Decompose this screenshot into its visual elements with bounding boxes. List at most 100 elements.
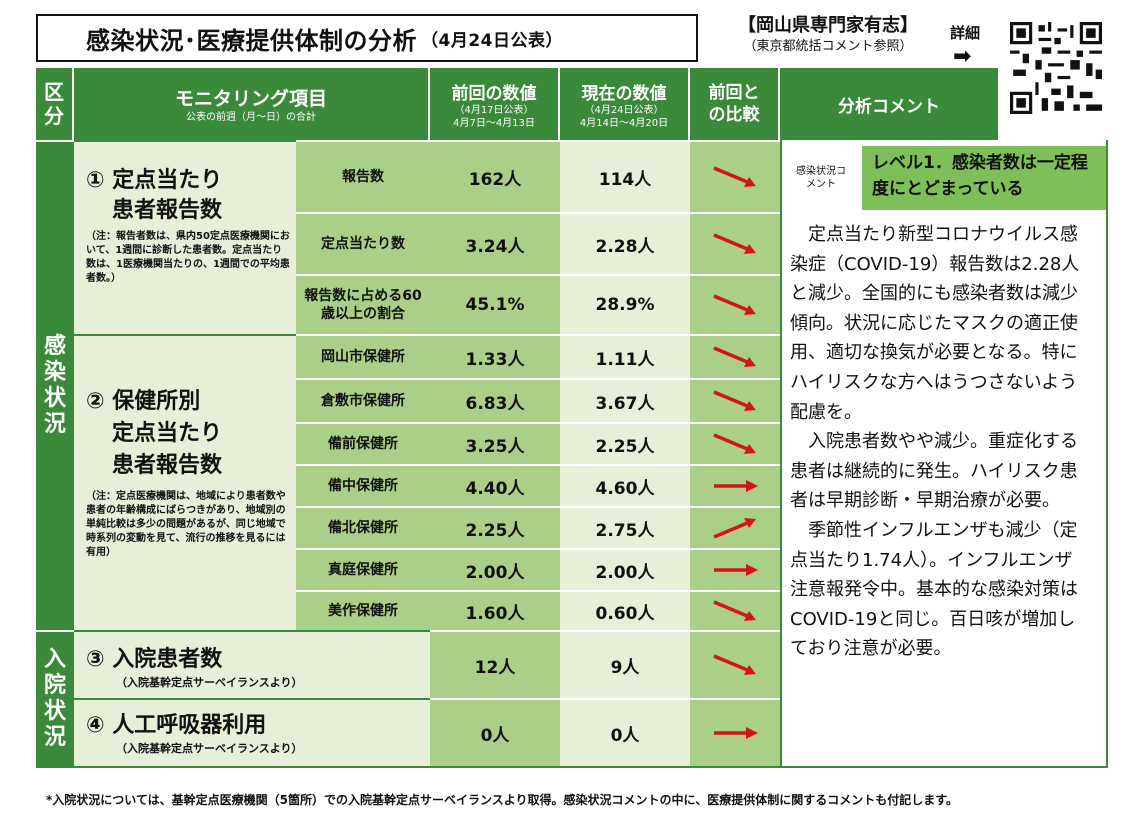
- comment-left-border: [780, 140, 782, 768]
- organization: 【岡山県専門家有志】 （東京都統括コメント参照）: [712, 14, 944, 56]
- category-infection: 感染状況: [36, 140, 74, 630]
- row-label: 備北保健所: [296, 506, 430, 548]
- item-2-title3: 患者報告数: [112, 453, 223, 478]
- row-prev-value: 1.60人: [430, 590, 560, 630]
- trend-arrow-down-icon: [713, 166, 756, 187]
- comment-paragraph-3: 季節性インフルエンザも減少（定点当たり1.74人）。インフルエンザ注意報発令中。…: [790, 519, 1078, 660]
- row-trend: [690, 630, 780, 698]
- org-reference: （東京都統括コメント参照）: [743, 39, 913, 54]
- row-prev-value: 4.40人: [430, 464, 560, 506]
- comment-paragraph-2: 入院患者数やや減少。重症化する患者は継続的に発生。ハイリスク患者は早期診断・早期…: [790, 431, 1078, 512]
- row-trend: [690, 274, 780, 334]
- item-2-title: ② 保健所別: [86, 389, 201, 414]
- item-3-title: ③ 入院患者数: [86, 647, 223, 672]
- row-label: 報告数: [296, 140, 430, 212]
- table-right-border: [1106, 140, 1108, 768]
- row-label: 報告数に占める60歳以上の割合: [296, 274, 430, 334]
- row-current-value: 114人: [560, 140, 690, 212]
- row-label: 倉敷市保健所: [296, 378, 430, 422]
- row-trend: [690, 334, 780, 378]
- trend-arrow-down-icon: [713, 654, 756, 675]
- comment-label-box: 感染状況コメント: [782, 146, 860, 210]
- item-3-note: （入院基幹定点サーベイランスより）: [116, 676, 303, 689]
- trend-arrow-flat-icon: [714, 564, 758, 576]
- row-current-value: 3.67人: [560, 378, 690, 422]
- row-prev-value: 3.24人: [430, 212, 560, 274]
- item-4-block: ④ 人工呼吸器利用 （入院基幹定点サーベイランスより）: [74, 698, 430, 766]
- header-comment-label: 分析コメント: [838, 96, 940, 117]
- trend-arrow-down-icon: [713, 294, 756, 315]
- item-1-title: ① 定点当たり: [86, 168, 223, 193]
- row-prev-value: 0人: [430, 698, 560, 766]
- level-badge: レベル1．感染者数は一定程度にとどまっている: [862, 146, 1106, 210]
- row-prev-value: 2.25人: [430, 506, 560, 548]
- title-text: 感染状況･医療提供体制の分析: [86, 26, 417, 55]
- trend-arrow-down-icon: [713, 390, 756, 411]
- row-current-value: 28.9%: [560, 274, 690, 334]
- item-3-block: ③ 入院患者数 （入院基幹定点サーベイランスより）: [74, 630, 430, 698]
- item-4-note: （入院基幹定点サーベイランスより）: [116, 742, 303, 755]
- row-label: 美作保健所: [296, 590, 430, 630]
- detail-label: 詳細: [950, 24, 981, 42]
- row-current-value: 9人: [560, 630, 690, 698]
- row-label: 岡山市保健所: [296, 334, 430, 378]
- trend-arrow-flat-icon: [714, 727, 758, 739]
- row-label: 定点当たり数: [296, 212, 430, 274]
- header-item-sub: 公表の前週（月～日）の合計: [186, 112, 316, 123]
- page-title: 感染状況･医療提供体制の分析 （4月24日公表）: [36, 14, 698, 62]
- trend-arrow-down-icon: [713, 600, 756, 621]
- item-4-title: ④ 人工呼吸器利用: [86, 713, 267, 738]
- item-1-block: ① 定点当たり 患者報告数 （注：報告者数は、県内50定点医療機関において、1週…: [74, 140, 296, 334]
- header-compare: 前回との比較: [690, 68, 780, 140]
- item-2-block: ② 保健所別 定点当たり 患者報告数 （注：定点医療機関は、地域により患者数や患…: [74, 334, 296, 630]
- row-prev-value: 3.25人: [430, 422, 560, 464]
- row-trend: [690, 422, 780, 464]
- item-1-note: （注：報告者数は、県内50定点医療機関において、1週間に診断した患者数。定点当た…: [86, 231, 290, 284]
- header-category-label: 区分: [44, 80, 64, 128]
- row-label: 備中保健所: [296, 464, 430, 506]
- trend-arrow-down-icon: [713, 233, 756, 254]
- trend-arrow-flat-icon: [714, 480, 758, 492]
- row-current-value: 2.25人: [560, 422, 690, 464]
- analysis-comment: 定点当たり新型コロナウイルス感染症（COVID-19）報告数は2.28人と減少。…: [782, 212, 1098, 758]
- row-current-value: 2.28人: [560, 212, 690, 274]
- row-prev-value: 2.00人: [430, 548, 560, 590]
- row-current-value: 4.60人: [560, 464, 690, 506]
- row-label: 備前保健所: [296, 422, 430, 464]
- footnote: *入院状況については、基幹定点医療機関（5箇所）での入院基幹定点サーベイランスよ…: [46, 793, 958, 807]
- row-prev-value: 45.1%: [430, 274, 560, 334]
- header-cur: 現在の数値 （4月24日公表） 4月14日～4月20日: [560, 68, 690, 140]
- row-prev-value: 1.33人: [430, 334, 560, 378]
- qr-code-icon[interactable]: [1010, 22, 1102, 114]
- category-hospital-label: 入院状況: [44, 647, 67, 750]
- header-prev: 前回の数値 （4月17日公表） 4月7日～4月13日: [430, 68, 560, 140]
- row-prev-value: 162人: [430, 140, 560, 212]
- header-prev-sub1: （4月17日公表）: [454, 104, 534, 116]
- row-label: 真庭保健所: [296, 548, 430, 590]
- header-prev-sub2: 4月7日～4月13日: [453, 117, 535, 129]
- row-trend: [690, 464, 780, 506]
- row-trend: [690, 698, 780, 766]
- org-name: 【岡山県専門家有志】: [738, 15, 918, 36]
- row-trend: [690, 378, 780, 422]
- category-hospital: 入院状況: [36, 630, 74, 766]
- header-cur-sub2: 4月14日～4月20日: [579, 117, 669, 129]
- item-2-note: （注：定点医療機関は、地域により患者数や患者の年齢構成にばらつきがあり、地域別の…: [86, 491, 286, 558]
- trend-arrow-down-icon: [713, 433, 756, 454]
- item-1-title2: 患者報告数: [112, 198, 223, 223]
- right-arrow-icon: ➡: [953, 44, 972, 69]
- header-cur-label: 現在の数値: [581, 83, 667, 104]
- row-current-value: 0人: [560, 698, 690, 766]
- header-comment: 分析コメント: [780, 68, 998, 140]
- row-current-value: 0.60人: [560, 590, 690, 630]
- row-trend: [690, 506, 780, 548]
- header-category: 区分: [36, 68, 74, 140]
- row-current-value: 1.11人: [560, 334, 690, 378]
- title-date: （4月24日公表）: [421, 30, 563, 51]
- trend-arrow-up-icon: [713, 518, 756, 539]
- row-trend: [690, 140, 780, 212]
- row-current-value: 2.00人: [560, 548, 690, 590]
- header-cur-sub1: （4月24日公表）: [584, 104, 664, 116]
- table-bottom-border: [36, 766, 1108, 768]
- item-2-title2: 定点当たり: [112, 421, 223, 446]
